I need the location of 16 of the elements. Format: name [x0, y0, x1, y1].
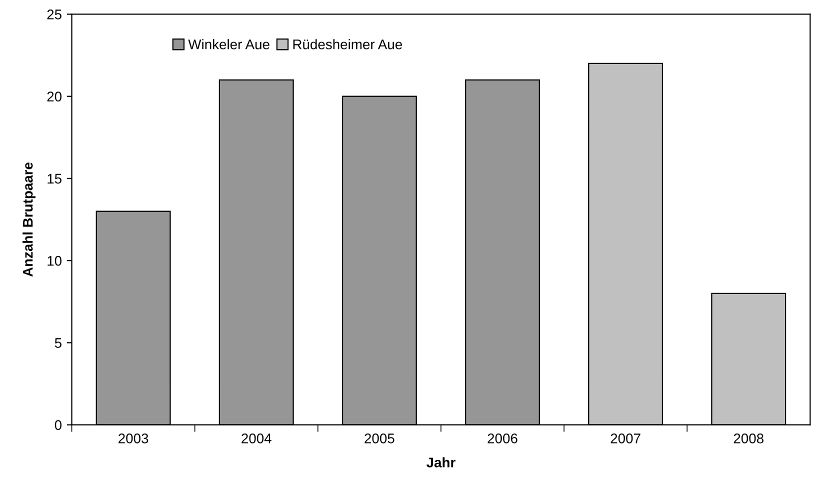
- y-tick-label: 20: [47, 92, 62, 102]
- x-tick-label: 2005: [364, 434, 394, 444]
- y-tick-label: 15: [48, 174, 62, 184]
- x-tick-label: 2008: [734, 434, 764, 444]
- y-tick-label: 5: [54, 338, 62, 348]
- y-axis-title: Anzahl Brutpaare: [22, 162, 36, 277]
- legend-label: Rüdesheimer Aue: [293, 39, 402, 50]
- y-tick-label: 0: [54, 420, 62, 430]
- y-tick-label: 10: [48, 256, 62, 266]
- x-tick-label: 2003: [118, 434, 148, 444]
- x-tick-label: 2007: [610, 434, 640, 444]
- x-tick-label: 2006: [488, 434, 518, 444]
- legend-label: Winkeler Aue: [188, 39, 270, 50]
- x-tick-label: 2004: [242, 434, 272, 444]
- y-tick-label: 25: [47, 10, 62, 20]
- x-axis-title: Jahr: [426, 457, 456, 468]
